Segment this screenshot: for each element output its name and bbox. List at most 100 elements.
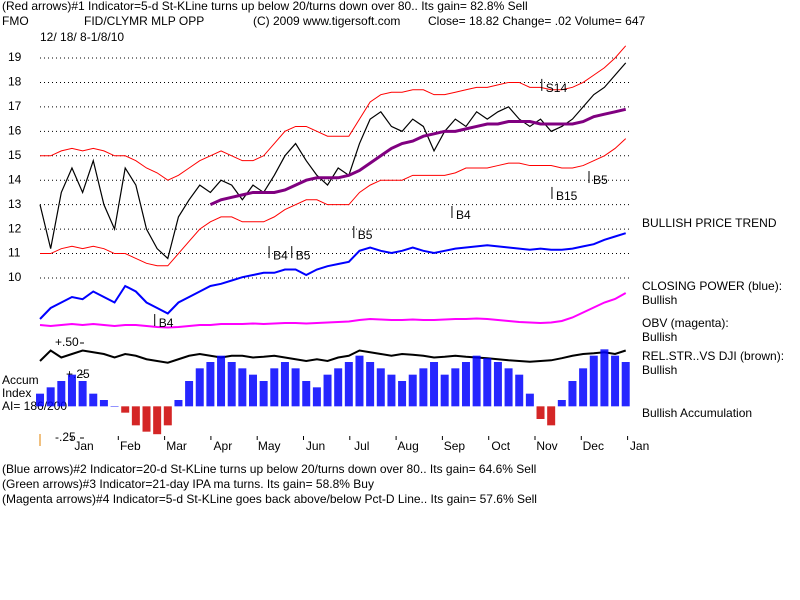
accum-bar [291, 368, 300, 407]
accum-bar [430, 362, 439, 407]
signal-label: B4 [159, 316, 174, 330]
accum-bar [312, 387, 321, 407]
accum-bar [99, 400, 108, 407]
ticker: FMO [2, 14, 29, 28]
line [39, 292, 627, 329]
accum-bar [78, 381, 87, 407]
accum-bar [493, 362, 502, 407]
y-tick-label: 17 [8, 99, 22, 113]
accum-bar [600, 349, 609, 407]
accum-bar [67, 374, 76, 407]
footer-line: (Blue arrows)#2 Indicator=20-d St-KLine … [2, 462, 536, 476]
accum-bar [238, 368, 247, 407]
x-tick-label: Jan [630, 439, 649, 453]
accum-bar [366, 362, 375, 407]
signal-label: B5 [358, 228, 373, 242]
signal-label: B4 [273, 248, 288, 262]
accum-bar [461, 362, 470, 407]
line [209, 107, 627, 207]
accum-bar [248, 374, 257, 407]
accum-bar [589, 355, 598, 407]
x-tick-label: Jul [354, 439, 369, 453]
accum-bar [217, 355, 226, 407]
accum-bar [185, 381, 194, 407]
accum-bar [206, 362, 215, 407]
accum-bar [621, 362, 630, 407]
y-tick-label: 16 [8, 124, 22, 138]
accum-bar [579, 368, 588, 407]
accum-bar [163, 406, 172, 426]
accum-bar [227, 362, 236, 407]
accum-tick-label: -.25 [55, 430, 76, 444]
y-tick-label: 15 [8, 148, 22, 162]
accum-bar [408, 374, 417, 407]
fund-name: FID/CLYMR MLP OPP [84, 14, 204, 28]
accum-bar [547, 406, 556, 426]
accum-bar [376, 368, 385, 407]
x-tick-label: Nov [536, 439, 557, 453]
rs-label: REL.STR..VS DJI (brown): [642, 349, 784, 363]
copyright: (C) 2009 www.tigersoft.com [253, 14, 400, 28]
x-tick-label: Mar [166, 439, 187, 453]
footer-line: (Green arrows)#3 Indicator=21-day IPA ma… [2, 477, 374, 491]
y-tick-label: 14 [8, 172, 22, 186]
x-tick-label: Aug [397, 439, 418, 453]
signal-label: S14 [546, 81, 568, 95]
y-tick-label: 11 [8, 246, 21, 260]
x-tick-label: Jun [306, 439, 325, 453]
footer-line: (Magenta arrows)#4 Indicator=5-d St-KLin… [2, 492, 537, 506]
y-tick-label: 10 [8, 270, 22, 284]
accum-bar [504, 368, 513, 407]
x-tick-label: Dec [583, 439, 604, 453]
accum-bar [270, 368, 279, 407]
accum-bar [536, 406, 545, 419]
accum-bar [525, 393, 534, 407]
accum-bar [557, 400, 566, 407]
signal-label: B4 [456, 208, 471, 222]
y-tick-label: 18 [8, 75, 22, 89]
accum-bar [57, 381, 66, 407]
accum-bar [334, 368, 343, 407]
accum-tick-label: +.50 [55, 335, 79, 349]
accum-bar [419, 368, 428, 407]
trend-label: BULLISH PRICE TREND [642, 216, 777, 230]
line [40, 138, 627, 267]
accum-bar [153, 406, 162, 435]
accum-bar [323, 374, 332, 407]
accum-bar [387, 374, 396, 407]
accum-bar [472, 355, 481, 407]
date-range: 12/ 18/ 8-1/8/10 [40, 30, 124, 44]
accum-bar [280, 362, 289, 407]
header-line: (Red arrows)#1 Indicator=5-d St-KLine tu… [2, 0, 528, 13]
y-tick-label: 12 [8, 221, 22, 235]
line [40, 45, 627, 181]
line [39, 349, 627, 364]
accum-bar [259, 381, 268, 407]
accum-bar [440, 374, 449, 407]
cp-label: CLOSING POWER (blue): [642, 279, 782, 293]
accum-bar [142, 406, 151, 432]
accum-status: Bullish Accumulation [642, 406, 752, 420]
x-tick-label: Jan [74, 439, 93, 453]
y-tick-label: 19 [8, 50, 22, 64]
signal-label: B5 [296, 248, 311, 262]
accum-bar [36, 393, 45, 407]
accum-bar [344, 362, 353, 407]
rs-status: Bullish [642, 363, 677, 377]
signal-label: B5 [593, 173, 608, 187]
accum-bar [174, 400, 183, 407]
x-tick-label: Oct [491, 439, 510, 453]
accum-bar [89, 393, 98, 407]
x-tick-label: May [258, 439, 281, 453]
accum-bar [46, 387, 55, 407]
obv-status: Bullish [642, 330, 677, 344]
x-tick-label: Apr [214, 439, 233, 453]
accum-bar [131, 406, 140, 426]
accum-bar [110, 406, 119, 407]
accum-bar [568, 381, 577, 407]
accum-bar [398, 381, 407, 407]
accum-bar [355, 355, 364, 407]
x-tick-label: Sep [444, 439, 466, 453]
